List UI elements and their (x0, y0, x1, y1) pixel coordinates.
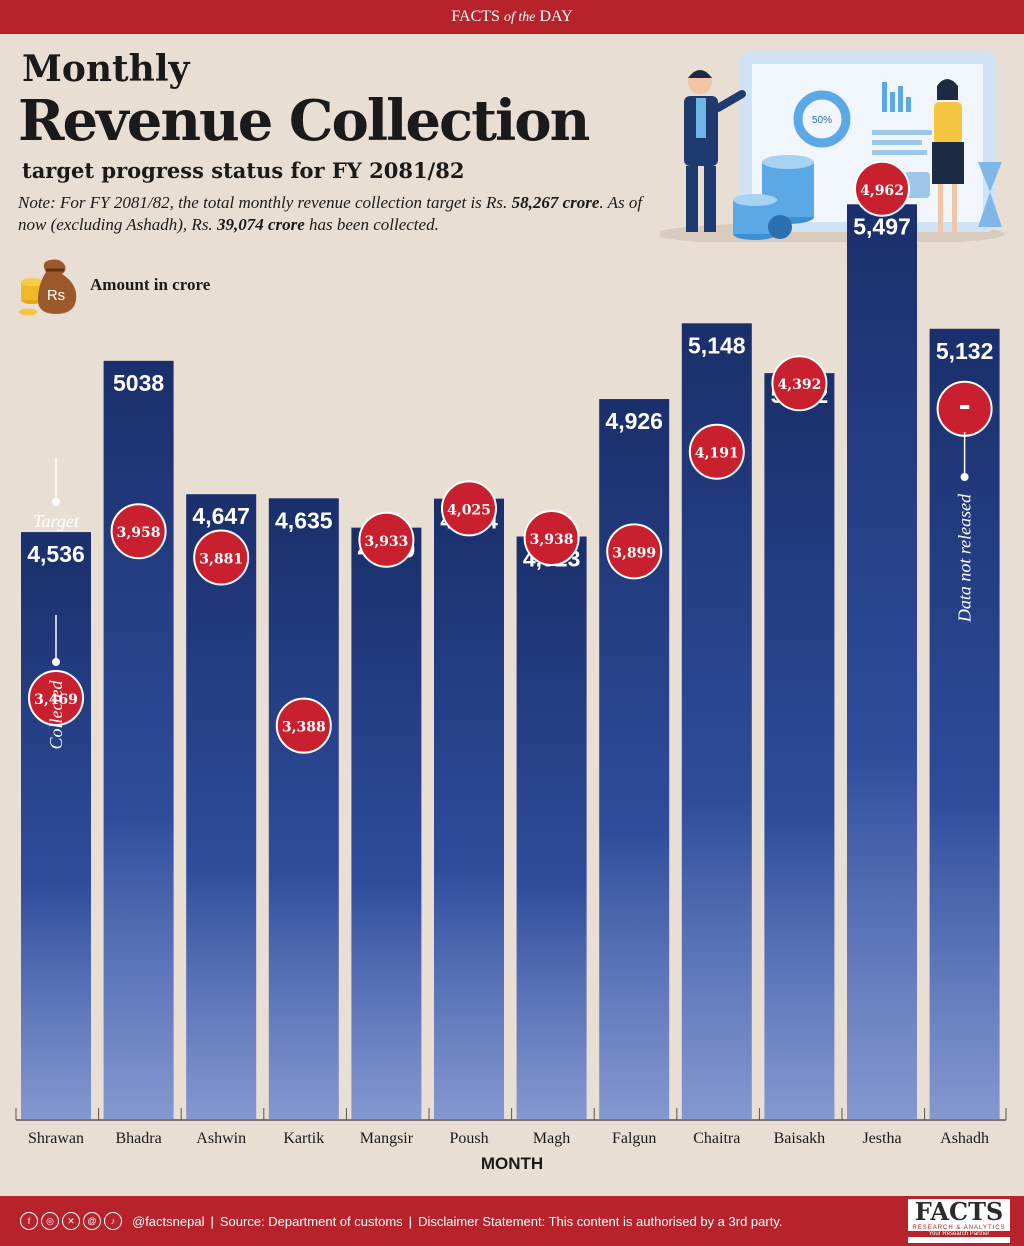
title-line-2: Revenue Collection (18, 88, 590, 154)
top-banner: FACTS of the DAY (0, 0, 1024, 34)
collected-marker-ashwin (193, 529, 250, 586)
target-label-ashadh: 5,132 (936, 338, 994, 364)
collected-marker-jestha (854, 160, 910, 217)
collected-marker-poush (441, 480, 497, 537)
facts-logo: FACTS RESEARCH & ANALYTICS Your Research… (908, 1199, 1010, 1243)
banner-day: DAY (539, 8, 573, 25)
x-tick-falgun: Falgun (612, 1130, 656, 1147)
facebook-icon[interactable]: f (20, 1212, 38, 1230)
x-tick-shrawan: Shrawan (28, 1130, 84, 1147)
note-collected-total: 39,074 crore (216, 215, 305, 234)
collected-label-shrawan: 3,469 (34, 692, 78, 708)
target-label-shrawan: 4,536 (27, 541, 85, 567)
tiktok-icon[interactable]: ♪ (104, 1212, 122, 1230)
gauge-text: 50% (812, 115, 832, 126)
annotation-target: Target (33, 511, 80, 531)
x-tick-mangsir: Mangsir (360, 1130, 414, 1147)
not-released-leader-dot (960, 473, 969, 481)
legend-icon-text: Rs (47, 287, 65, 304)
bar-target-mangsir (351, 527, 422, 1119)
footer-separator-2: | (408, 1213, 413, 1229)
target-label-chaitra: 5,148 (688, 332, 746, 358)
collected-label-falgun: 3,899 (612, 545, 656, 561)
collected-label-baisakh: 4,392 (777, 377, 821, 393)
x-tick-kartik: Kartik (283, 1130, 324, 1147)
collected-marker-chaitra (688, 423, 745, 480)
collected-label-mangsir: 3,933 (364, 534, 408, 550)
bar-target-magh (516, 536, 587, 1119)
target-label-jestha: 5,497 (853, 213, 911, 239)
collected-label-poush: 4,025 (447, 502, 491, 518)
bar-target-baisakh (764, 373, 835, 1119)
brand-tagline: Your Research Partner (908, 1231, 1010, 1237)
title-subtitle: target progress status for FY 2081/82 (22, 158, 465, 183)
title-line-1: Monthly (22, 48, 190, 90)
collected-label-bhadra: 3,958 (117, 525, 161, 541)
target-label-bhadra: 5038 (113, 370, 164, 396)
footer-separator: | (210, 1213, 214, 1229)
brand-sub: RESEARCH & ANALYTICS (912, 1225, 1006, 1231)
bar-target-kartik (268, 498, 339, 1119)
presentation-illustration: 50% (660, 52, 1005, 242)
note-part-2: . As of now (excluding Ashadh), Rs. (18, 193, 643, 234)
x-tick-chaitra: Chaitra (693, 1130, 740, 1147)
collected-marker-falgun (606, 523, 663, 580)
threads-icon[interactable]: @ (83, 1212, 101, 1230)
annotation-collected: Collected (46, 680, 66, 750)
x-tick-ashadh: Ashadh (940, 1130, 989, 1147)
source-text: Source: Department of customs (219, 1213, 403, 1229)
target-label-kartik: 4,635 (275, 507, 333, 533)
note-unit: crore (562, 193, 600, 212)
collected-marker-magh (523, 510, 580, 567)
x-tick-baisakh: Baisakh (774, 1130, 826, 1147)
collected-leader-dot (52, 658, 60, 666)
note-paragraph: Note: For FY 2081/82, the total monthly … (18, 192, 658, 236)
disclaimer-text: Disclaimer Statement: This content is au… (418, 1213, 783, 1229)
x-icon[interactable]: ✕ (62, 1212, 80, 1230)
collected-marker-baisakh (771, 355, 828, 412)
brand-name: FACTS (914, 1197, 1004, 1226)
bar-target-bhadra (103, 360, 174, 1119)
target-label-ashwin: 4,647 (192, 503, 250, 529)
legend-label: Amount in crore (90, 275, 211, 294)
bar-target-falgun (599, 399, 670, 1120)
x-tick-poush: Poush (449, 1130, 488, 1147)
collected-marker-kartik (275, 697, 332, 754)
annotation-not-released: Data not released (955, 493, 975, 623)
target-label-falgun: 4,926 (605, 408, 663, 434)
banner-facts: FACTS (451, 8, 500, 25)
collected-marker-mangsir (358, 511, 415, 568)
note-target-total: 58,267 (511, 193, 559, 212)
legend: Rs Amount in crore (18, 252, 210, 318)
collected-marker-bhadra (110, 503, 167, 560)
instagram-icon[interactable]: ◎ (41, 1212, 59, 1230)
collected-label-ashadh: - (958, 388, 970, 423)
collected-label-kartik: 3,388 (282, 720, 326, 736)
revenue-bar-chart: 4,536 3,469 Shrawan 5038 3,958 Bhadra 4,647 3,8… (15, 160, 1007, 1147)
x-tick-bhadra: Bhadra (115, 1130, 161, 1147)
banner-of-the: of the (503, 10, 536, 25)
note-part-1: Note: For FY 2081/82, the total monthly … (18, 193, 508, 212)
bar-target-ashwin (186, 494, 257, 1119)
x-tick-jestha: Jestha (862, 1130, 901, 1147)
x-tick-magh: Magh (533, 1130, 570, 1147)
social-handle[interactable]: @factsnepal (132, 1213, 205, 1229)
note-part-3: has been collected. (309, 215, 439, 234)
footer: f ◎ ✕ @ ♪ @factsnepal | Source: Departme… (0, 1196, 1024, 1246)
collected-label-ashwin: 3,881 (199, 551, 243, 567)
bar-target-poush (434, 498, 504, 1120)
collected-label-chaitra: 4,191 (695, 446, 739, 462)
bar-target-jestha (847, 204, 917, 1119)
social-icons: f ◎ ✕ @ ♪ (20, 1212, 122, 1230)
money-bag-icon: Rs (19, 259, 77, 316)
x-tick-ashwin: Ashwin (196, 1130, 246, 1147)
collected-marker-shrawan (28, 670, 84, 727)
target-leader-dot (52, 498, 60, 506)
x-axis-label: MONTH (480, 1154, 544, 1173)
collected-label-magh: 3,938 (530, 532, 574, 548)
collected-label-jestha: 4,962 (860, 183, 904, 199)
